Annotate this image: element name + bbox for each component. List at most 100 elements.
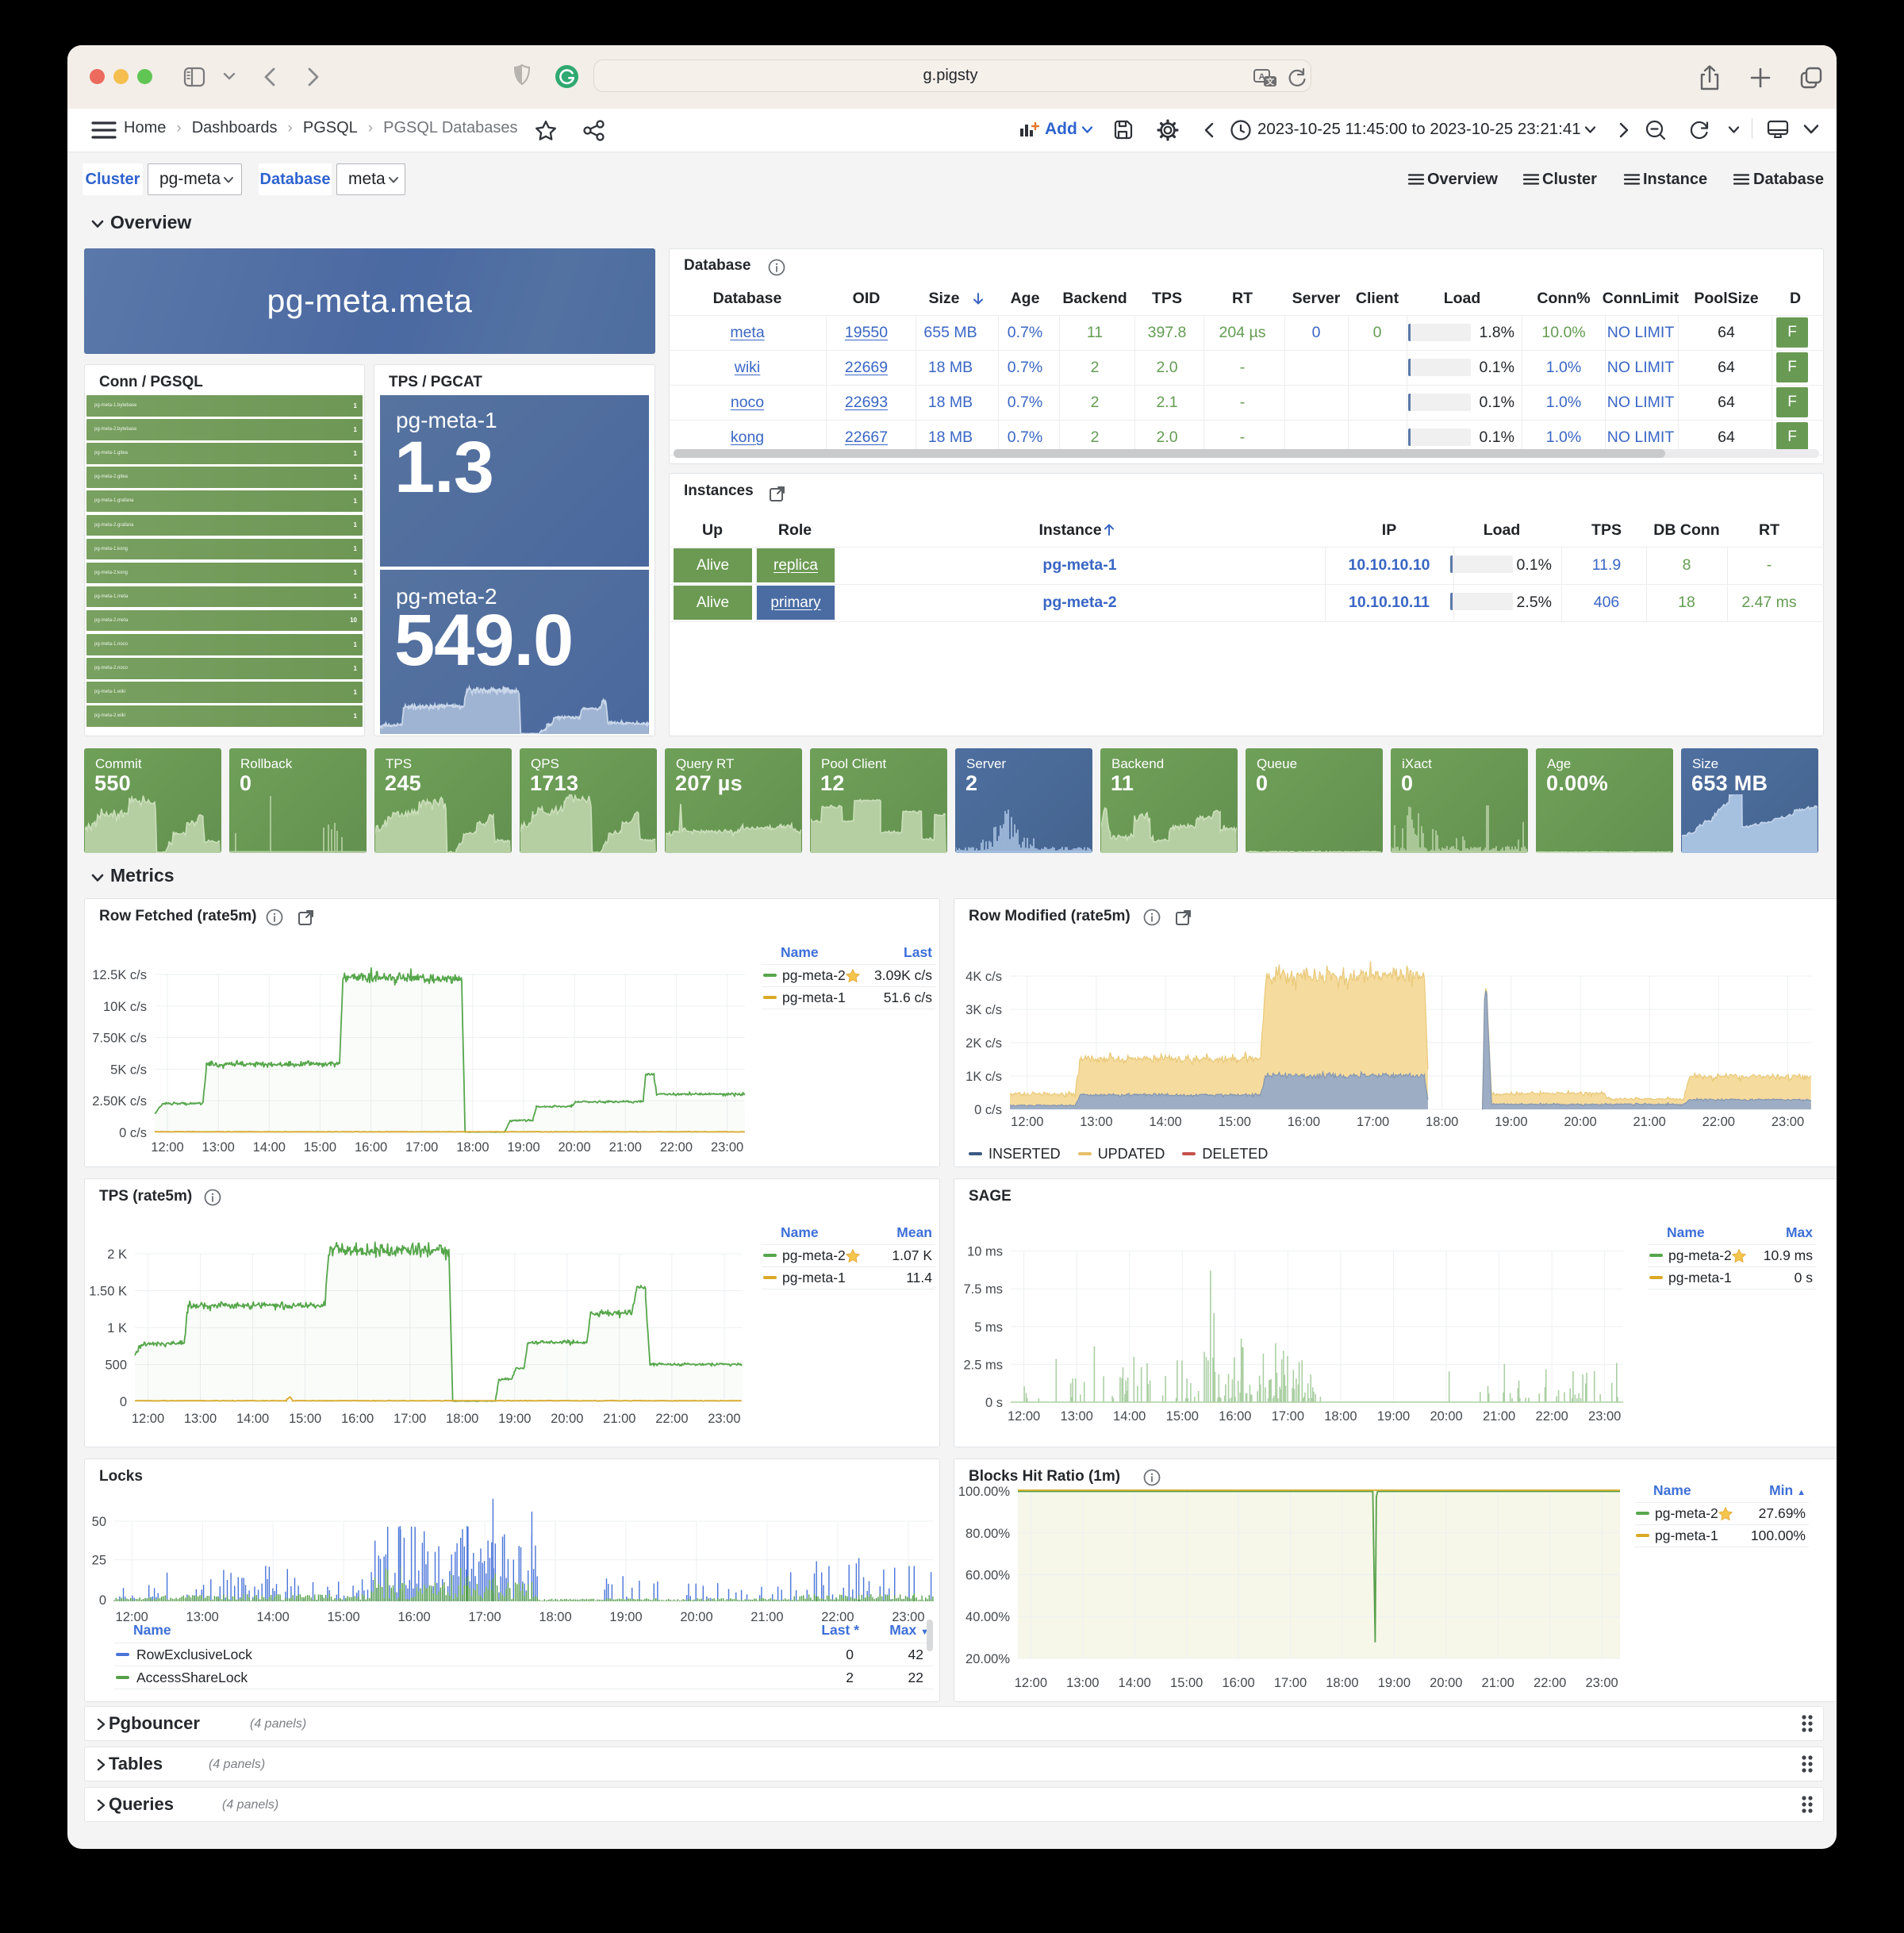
svg-text:20:00: 20:00 xyxy=(1564,1115,1596,1129)
svg-text:23:00: 23:00 xyxy=(708,1412,740,1426)
svg-text:16:00: 16:00 xyxy=(341,1412,374,1426)
svg-text:18:00: 18:00 xyxy=(1426,1115,1458,1129)
svg-text:1.50 K: 1.50 K xyxy=(89,1285,127,1299)
svg-text:12:00: 12:00 xyxy=(132,1412,164,1426)
svg-text:16:00: 16:00 xyxy=(1222,1676,1254,1690)
svg-text:19:00: 19:00 xyxy=(1378,1676,1411,1690)
svg-text:19:00: 19:00 xyxy=(498,1412,531,1426)
svg-text:20:00: 20:00 xyxy=(558,1140,590,1155)
svg-text:100.00%: 100.00% xyxy=(958,1485,1010,1499)
svg-text:21:00: 21:00 xyxy=(1483,1409,1515,1424)
svg-text:25: 25 xyxy=(92,1554,106,1568)
svg-text:13:00: 13:00 xyxy=(1066,1676,1099,1690)
svg-text:18:00: 18:00 xyxy=(456,1140,489,1155)
svg-text:22:00: 22:00 xyxy=(1702,1115,1735,1129)
svg-text:19:00: 19:00 xyxy=(507,1140,539,1155)
svg-text:14:00: 14:00 xyxy=(257,1610,290,1624)
svg-text:0 s: 0 s xyxy=(985,1396,1003,1410)
svg-text:12:00: 12:00 xyxy=(1011,1115,1043,1129)
svg-text:1 K: 1 K xyxy=(107,1321,127,1335)
svg-text:22:00: 22:00 xyxy=(1536,1409,1568,1424)
svg-text:15:00: 15:00 xyxy=(304,1140,336,1155)
svg-text:40.00%: 40.00% xyxy=(965,1610,1010,1624)
svg-text:19:00: 19:00 xyxy=(1377,1409,1410,1424)
svg-text:22:00: 22:00 xyxy=(655,1412,688,1426)
svg-text:16:00: 16:00 xyxy=(355,1140,387,1155)
svg-text:18:00: 18:00 xyxy=(1326,1676,1358,1690)
svg-text:7.5 ms: 7.5 ms xyxy=(963,1282,1003,1297)
svg-text:22:00: 22:00 xyxy=(821,1610,854,1624)
svg-text:23:00: 23:00 xyxy=(1588,1409,1621,1424)
svg-text:15:00: 15:00 xyxy=(1219,1115,1251,1129)
svg-text:15:00: 15:00 xyxy=(289,1412,321,1426)
svg-text:0 c/s: 0 c/s xyxy=(119,1126,147,1140)
svg-text:16:00: 16:00 xyxy=(1288,1115,1320,1129)
svg-text:21:00: 21:00 xyxy=(750,1610,783,1624)
svg-text:17:00: 17:00 xyxy=(405,1140,438,1155)
svg-text:16:00: 16:00 xyxy=(397,1610,430,1624)
svg-text:0 c/s: 0 c/s xyxy=(974,1103,1002,1117)
svg-text:18:00: 18:00 xyxy=(1324,1409,1357,1424)
svg-text:12:00: 12:00 xyxy=(1008,1409,1040,1424)
svg-text:50: 50 xyxy=(92,1515,106,1529)
svg-text:19:00: 19:00 xyxy=(1495,1115,1527,1129)
svg-text:17:00: 17:00 xyxy=(1272,1409,1304,1424)
svg-text:14:00: 14:00 xyxy=(1119,1676,1151,1690)
svg-text:15:00: 15:00 xyxy=(1166,1409,1199,1424)
svg-text:80.00%: 80.00% xyxy=(965,1527,1010,1541)
svg-text:21:00: 21:00 xyxy=(1633,1115,1666,1129)
svg-text:20:00: 20:00 xyxy=(551,1412,583,1426)
svg-text:20:00: 20:00 xyxy=(1430,1409,1462,1424)
svg-text:20.00%: 20.00% xyxy=(965,1652,1010,1666)
svg-text:A: A xyxy=(1259,72,1265,82)
svg-text:12.5K c/s: 12.5K c/s xyxy=(92,968,147,982)
svg-text:0: 0 xyxy=(120,1395,127,1409)
svg-text:12:00: 12:00 xyxy=(1015,1676,1047,1690)
svg-text:21:00: 21:00 xyxy=(609,1140,642,1155)
svg-text:13:00: 13:00 xyxy=(184,1412,217,1426)
svg-text:15:00: 15:00 xyxy=(327,1610,359,1624)
svg-text:0: 0 xyxy=(99,1593,106,1608)
svg-text:20:00: 20:00 xyxy=(1430,1676,1462,1690)
svg-text:7.50K c/s: 7.50K c/s xyxy=(92,1032,147,1046)
svg-text:21:00: 21:00 xyxy=(603,1412,635,1426)
svg-text:500: 500 xyxy=(105,1358,127,1373)
svg-text:17:00: 17:00 xyxy=(393,1412,426,1426)
svg-text:23:00: 23:00 xyxy=(892,1610,924,1624)
svg-text:文: 文 xyxy=(1266,77,1275,87)
svg-text:17:00: 17:00 xyxy=(1274,1676,1307,1690)
svg-text:17:00: 17:00 xyxy=(468,1610,501,1624)
svg-text:16:00: 16:00 xyxy=(1219,1409,1251,1424)
svg-text:2.50K c/s: 2.50K c/s xyxy=(92,1094,147,1109)
svg-text:21:00: 21:00 xyxy=(1482,1676,1514,1690)
svg-text:1K c/s: 1K c/s xyxy=(965,1070,1002,1084)
svg-text:22:00: 22:00 xyxy=(660,1140,693,1155)
svg-text:10 ms: 10 ms xyxy=(967,1245,1003,1259)
svg-text:15:00: 15:00 xyxy=(1170,1676,1203,1690)
svg-text:12:00: 12:00 xyxy=(151,1140,183,1155)
svg-text:2.5 ms: 2.5 ms xyxy=(963,1358,1003,1372)
svg-text:17:00: 17:00 xyxy=(1357,1115,1389,1129)
svg-text:2 K: 2 K xyxy=(107,1247,127,1262)
svg-text:22:00: 22:00 xyxy=(1534,1676,1566,1690)
svg-text:13:00: 13:00 xyxy=(202,1140,235,1155)
svg-text:14:00: 14:00 xyxy=(1113,1409,1146,1424)
svg-text:14:00: 14:00 xyxy=(236,1412,269,1426)
svg-text:18:00: 18:00 xyxy=(446,1412,478,1426)
svg-text:23:00: 23:00 xyxy=(1772,1115,1804,1129)
svg-text:20:00: 20:00 xyxy=(680,1610,712,1624)
svg-text:13:00: 13:00 xyxy=(1061,1409,1093,1424)
svg-text:14:00: 14:00 xyxy=(253,1140,286,1155)
svg-text:13:00: 13:00 xyxy=(1080,1115,1112,1129)
svg-text:2K c/s: 2K c/s xyxy=(965,1036,1002,1051)
svg-text:14:00: 14:00 xyxy=(1149,1115,1181,1129)
svg-text:23:00: 23:00 xyxy=(711,1140,743,1155)
svg-text:19:00: 19:00 xyxy=(609,1610,642,1624)
svg-text:5K c/s: 5K c/s xyxy=(110,1063,147,1077)
svg-text:10K c/s: 10K c/s xyxy=(103,1000,147,1014)
svg-text:12:00: 12:00 xyxy=(116,1610,148,1624)
svg-text:3K c/s: 3K c/s xyxy=(965,1003,1002,1017)
svg-text:23:00: 23:00 xyxy=(1585,1676,1618,1690)
svg-text:4K c/s: 4K c/s xyxy=(965,970,1002,984)
svg-text:13:00: 13:00 xyxy=(186,1610,219,1624)
